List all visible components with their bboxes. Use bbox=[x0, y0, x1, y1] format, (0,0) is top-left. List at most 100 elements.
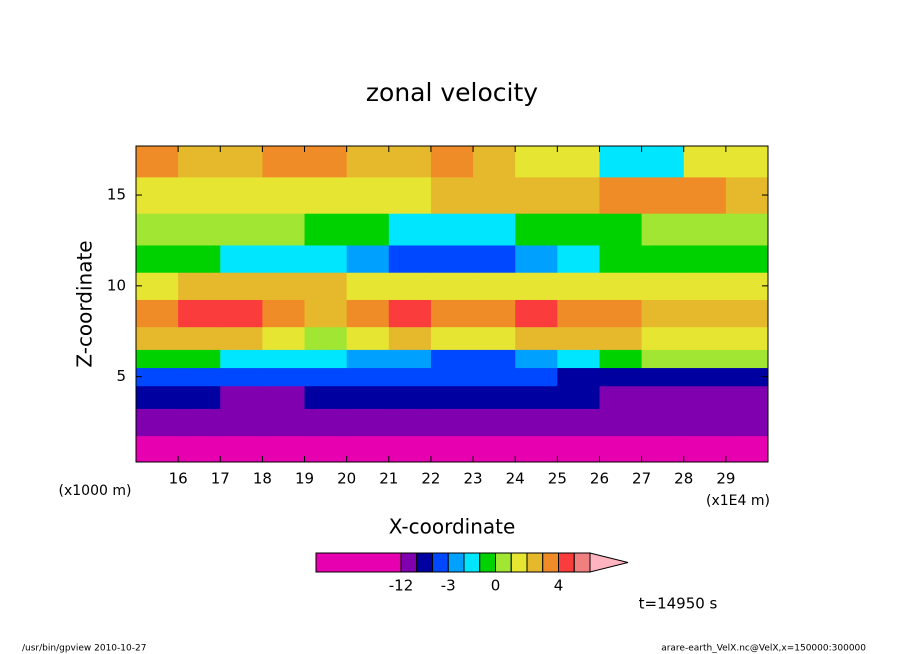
plot-frame bbox=[135, 145, 769, 463]
contour-cell bbox=[683, 299, 727, 328]
x-tick-label: 20 bbox=[337, 470, 356, 488]
contour-cell bbox=[430, 349, 474, 369]
contour-cell bbox=[388, 146, 432, 178]
colorbar-tick-label: -12 bbox=[389, 577, 414, 595]
x-tick-label: 17 bbox=[211, 470, 230, 488]
contour-cell bbox=[136, 385, 179, 409]
contour-cell bbox=[557, 349, 600, 369]
contour-cell bbox=[515, 367, 558, 387]
contour-cell bbox=[725, 146, 769, 178]
contour-cell bbox=[220, 146, 263, 178]
y-tick-label: 15 bbox=[107, 186, 126, 204]
x-tick-label: 26 bbox=[590, 470, 609, 488]
contour-cell bbox=[683, 272, 727, 300]
contour-cell bbox=[430, 244, 474, 273]
contour-cell bbox=[346, 272, 390, 300]
contour-cell bbox=[725, 408, 769, 437]
x-unit-label: (x1E4 m) bbox=[706, 493, 770, 509]
contour-cell bbox=[641, 146, 685, 178]
colorbar-segment bbox=[542, 552, 559, 573]
colorbar-segment bbox=[463, 552, 481, 573]
colorbar-segment bbox=[479, 552, 496, 573]
time-label: t=14950 s bbox=[639, 595, 718, 613]
contour-cell bbox=[178, 367, 221, 387]
contour-cell bbox=[388, 213, 432, 246]
contour-cell bbox=[304, 244, 348, 273]
contour-cell bbox=[220, 299, 263, 328]
contour-cell bbox=[220, 367, 263, 387]
contour-cell bbox=[262, 244, 306, 273]
contour-cell bbox=[262, 367, 306, 387]
x-tick-label: 16 bbox=[169, 470, 188, 488]
contour-cell bbox=[388, 176, 432, 214]
contour-cell bbox=[304, 213, 348, 246]
contour-cell bbox=[683, 326, 727, 350]
contour-cell bbox=[262, 326, 306, 350]
contour-cell bbox=[388, 299, 432, 328]
contour-cell bbox=[304, 367, 348, 387]
contour-cell bbox=[136, 146, 179, 178]
contour-cell bbox=[641, 367, 685, 387]
contour-cell bbox=[725, 349, 769, 369]
y-tick-label: 10 bbox=[107, 276, 126, 294]
contour-cell bbox=[304, 408, 348, 437]
contour-cell bbox=[473, 176, 516, 214]
contour-cell bbox=[599, 299, 643, 328]
contour-cell bbox=[641, 435, 685, 463]
contour-cell bbox=[388, 367, 432, 387]
contour-cell bbox=[557, 435, 600, 463]
contour-cell bbox=[388, 385, 432, 409]
contour-cell bbox=[599, 367, 643, 387]
contour-cell bbox=[178, 326, 221, 350]
contour-cell bbox=[262, 146, 306, 178]
contour-cell bbox=[683, 213, 727, 246]
contour-cell bbox=[641, 326, 685, 350]
contour-cell bbox=[178, 349, 221, 369]
contour-cell bbox=[557, 326, 600, 350]
x-tick-label: 28 bbox=[674, 470, 693, 488]
contour-cell bbox=[683, 435, 727, 463]
x-tick-label: 18 bbox=[253, 470, 272, 488]
contour-cell bbox=[725, 299, 769, 328]
contour-cell bbox=[641, 349, 685, 369]
contour-cell bbox=[178, 272, 221, 300]
contour-cell bbox=[346, 385, 390, 409]
contour-cell bbox=[220, 435, 263, 463]
contour-cell bbox=[262, 435, 306, 463]
contour-cell bbox=[136, 349, 179, 369]
contour-cell bbox=[725, 272, 769, 300]
x-tick-label: 23 bbox=[464, 470, 483, 488]
colorbar-tick-label: 0 bbox=[491, 577, 501, 595]
contour-cell bbox=[262, 272, 306, 300]
contour-cell bbox=[599, 146, 643, 178]
contour-cell bbox=[557, 408, 600, 437]
contour-cell bbox=[515, 408, 558, 437]
contour-cell bbox=[473, 435, 516, 463]
x-tick-label: 29 bbox=[716, 470, 735, 488]
x-tick-label: 25 bbox=[548, 470, 567, 488]
contour-cell bbox=[220, 176, 263, 214]
contour-cell bbox=[515, 272, 558, 300]
contour-cell bbox=[641, 176, 685, 214]
contour-cell bbox=[430, 408, 474, 437]
contour-cell bbox=[346, 326, 390, 350]
contour-cell bbox=[430, 385, 474, 409]
contour-field bbox=[136, 146, 769, 463]
contour-cell bbox=[557, 385, 600, 409]
contour-cell bbox=[599, 272, 643, 300]
contour-cell bbox=[262, 385, 306, 409]
contour-cell bbox=[515, 146, 558, 178]
footer-left: /usr/bin/gpview 2010-10-27 bbox=[22, 644, 146, 654]
contour-cell bbox=[304, 349, 348, 369]
contour-cell bbox=[430, 299, 474, 328]
contour-cell bbox=[683, 244, 727, 273]
contour-cell bbox=[304, 299, 348, 328]
contour-cell bbox=[473, 213, 516, 246]
contour-cell bbox=[725, 385, 769, 409]
contour-cell bbox=[473, 408, 516, 437]
contour-cell bbox=[725, 326, 769, 350]
contour-cell bbox=[220, 408, 263, 437]
contour-cell bbox=[430, 176, 474, 214]
contour-cell bbox=[262, 176, 306, 214]
contour-cell bbox=[515, 213, 558, 246]
